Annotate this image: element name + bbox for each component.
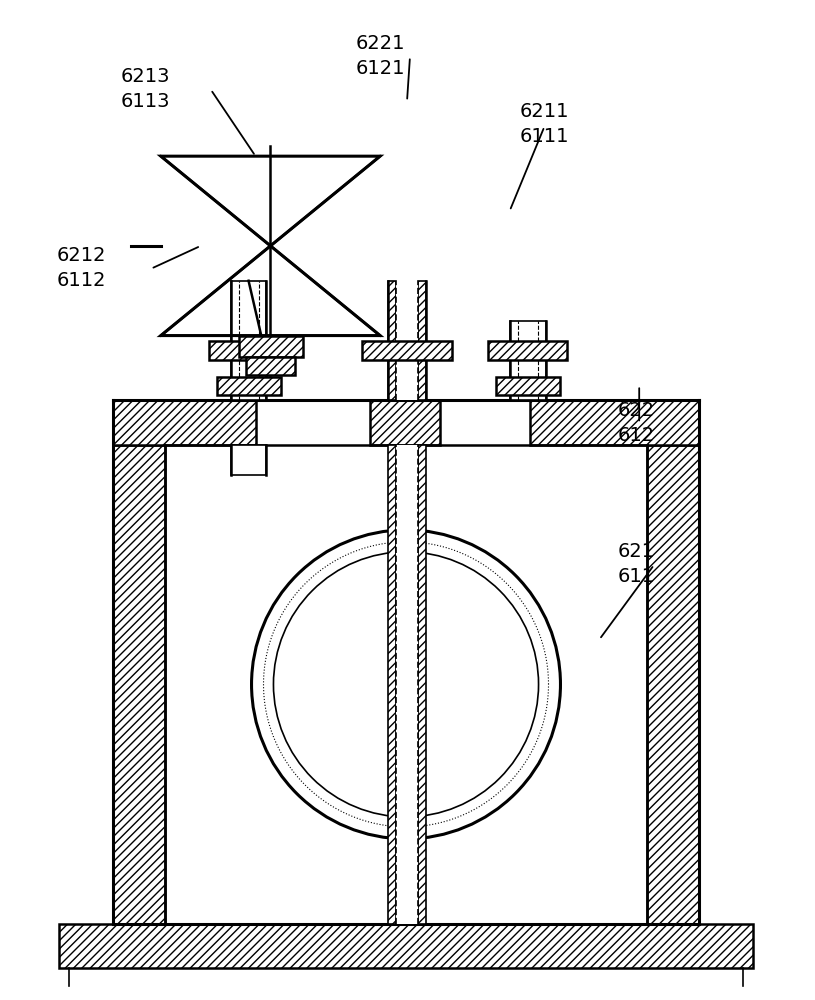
Bar xyxy=(418,281,426,400)
Text: 622: 622 xyxy=(617,401,654,420)
Bar xyxy=(396,445,418,924)
Bar xyxy=(530,400,699,445)
Bar xyxy=(388,281,396,400)
Bar xyxy=(509,321,545,400)
Bar xyxy=(370,400,440,445)
Bar xyxy=(113,445,165,924)
Bar xyxy=(165,445,647,924)
Bar xyxy=(496,377,561,395)
Text: 612: 612 xyxy=(617,426,654,445)
Text: 611: 611 xyxy=(617,567,654,586)
Bar xyxy=(362,341,452,360)
Bar xyxy=(418,445,426,924)
Bar xyxy=(396,281,418,400)
Text: 6212: 6212 xyxy=(56,246,106,265)
Bar xyxy=(59,924,753,968)
Text: 6221: 6221 xyxy=(355,34,405,53)
Bar xyxy=(487,341,567,360)
Bar xyxy=(245,357,295,375)
Bar xyxy=(388,445,396,924)
Text: 6111: 6111 xyxy=(520,127,569,146)
Text: 6211: 6211 xyxy=(520,102,569,121)
Bar xyxy=(231,281,267,400)
Bar xyxy=(231,445,267,475)
Bar xyxy=(209,341,289,360)
Text: 6113: 6113 xyxy=(121,92,170,111)
Bar xyxy=(217,377,281,395)
Text: 621: 621 xyxy=(617,542,654,561)
Text: 6112: 6112 xyxy=(56,271,106,290)
Bar xyxy=(113,400,256,445)
Bar xyxy=(239,336,303,357)
Text: 6213: 6213 xyxy=(121,67,170,86)
Bar xyxy=(647,445,699,924)
Text: 6121: 6121 xyxy=(355,59,405,78)
